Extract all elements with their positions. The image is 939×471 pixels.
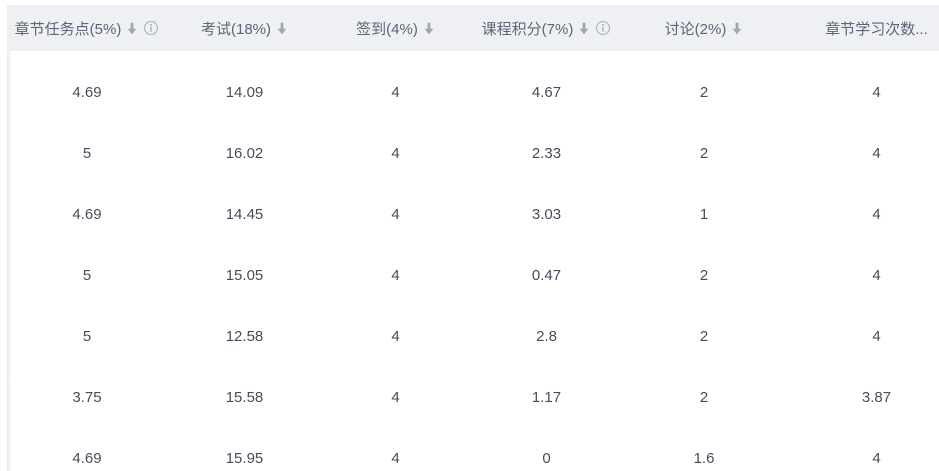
table-cell: 5	[82, 328, 92, 345]
column-label: 签到(4%)	[356, 20, 418, 38]
table-cell: 15.05	[225, 267, 264, 284]
sort-descending-icon[interactable]	[423, 22, 435, 35]
table-body: 4.69 14.09 4 4.67 2 4 5 16.02 4 2.33 2 4…	[7, 62, 939, 471]
table-cell: 4	[391, 389, 400, 406]
info-icon[interactable]	[143, 20, 159, 36]
table-cell: 1.6	[693, 450, 715, 467]
table-cell: 0	[542, 450, 551, 467]
table-cell: 4	[872, 450, 881, 467]
table-cell: 15.95	[225, 450, 264, 467]
header-cell-course-points[interactable]: 课程积分(7%)	[469, 18, 624, 39]
table-cell: 4	[872, 145, 881, 162]
table-cell: 2	[699, 84, 709, 101]
table-cell: 2.8	[536, 328, 557, 345]
sort-descending-icon[interactable]	[276, 22, 288, 35]
table-cell: 4	[391, 84, 400, 101]
header-cell-exam[interactable]: 考试(18%)	[167, 18, 322, 39]
table-cell: 4.67	[531, 84, 562, 101]
table-row: 5 15.05 4 0.47 2 4	[7, 245, 939, 306]
table-cell: 2	[699, 267, 709, 284]
table-cell: 4	[391, 328, 400, 345]
table-header: 章节任务点(5%) 考试(18%) 签到(4%)	[7, 5, 939, 51]
table-cell: 2	[699, 328, 709, 345]
table-row: 5 16.02 4 2.33 2 4	[7, 123, 939, 184]
table-cell: 15.58	[225, 389, 264, 406]
column-label: 讨论(2%)	[664, 20, 727, 38]
table-row: 5 12.58 4 2.8 2 4	[7, 306, 939, 367]
header-cell-discussion[interactable]: 讨论(2%)	[624, 18, 784, 39]
table-row: 4.69 14.09 4 4.67 2 4	[7, 62, 939, 123]
table-cell: 4	[872, 267, 881, 284]
table-cell: 4	[391, 145, 400, 162]
table-cell: 3.87	[861, 389, 892, 406]
sort-descending-icon[interactable]	[578, 22, 590, 35]
header-cell-checkin[interactable]: 签到(4%)	[322, 18, 469, 39]
table-cell: 4	[391, 267, 400, 284]
table-cell: 4	[391, 206, 400, 223]
table-cell: 5	[82, 145, 92, 162]
table-cell: 4	[872, 206, 881, 223]
table-cell: 4	[872, 328, 881, 345]
table-cell: 5	[82, 267, 92, 284]
info-icon[interactable]	[595, 20, 611, 36]
table-cell: 1	[699, 206, 709, 223]
grades-table: 章节任务点(5%) 考试(18%) 签到(4%)	[7, 5, 939, 471]
table-cell: 2	[699, 389, 709, 406]
column-label: 章节学习次数...	[825, 20, 928, 38]
table-cell: 12.58	[225, 328, 264, 345]
table-cell: 14.09	[225, 84, 264, 101]
column-label: 章节任务点(5%)	[14, 20, 122, 38]
table-cell: 4.69	[72, 206, 102, 223]
table-cell: 16.02	[225, 145, 264, 162]
column-label: 考试(18%)	[200, 20, 271, 38]
table-cell: 0.47	[531, 267, 562, 284]
table-cell: 3.03	[531, 206, 562, 223]
column-label: 课程积分(7%)	[481, 20, 574, 38]
table-cell: 1.17	[531, 389, 562, 406]
sort-descending-icon[interactable]	[731, 22, 743, 35]
table-row: 3.75 15.58 4 1.17 2 3.87	[7, 367, 939, 428]
sort-descending-icon[interactable]	[126, 22, 138, 35]
table-row: 4.69 14.45 4 3.03 1 4	[7, 184, 939, 245]
table-cell: 4	[391, 450, 400, 467]
table-cell: 4	[872, 84, 881, 101]
table-cell: 14.45	[225, 206, 264, 223]
table-cell: 4.69	[72, 84, 102, 101]
table-cell: 2.33	[531, 145, 562, 162]
table-cell: 2	[699, 145, 709, 162]
header-cell-chapter-tasks[interactable]: 章节任务点(5%)	[7, 18, 167, 39]
table-cell: 4.69	[72, 450, 102, 467]
header-cell-chapter-study-count[interactable]: 章节学习次数...	[784, 18, 939, 39]
table-row: 4.69 15.95 4 0 1.6 4	[7, 428, 939, 471]
table-cell: 3.75	[72, 389, 102, 406]
